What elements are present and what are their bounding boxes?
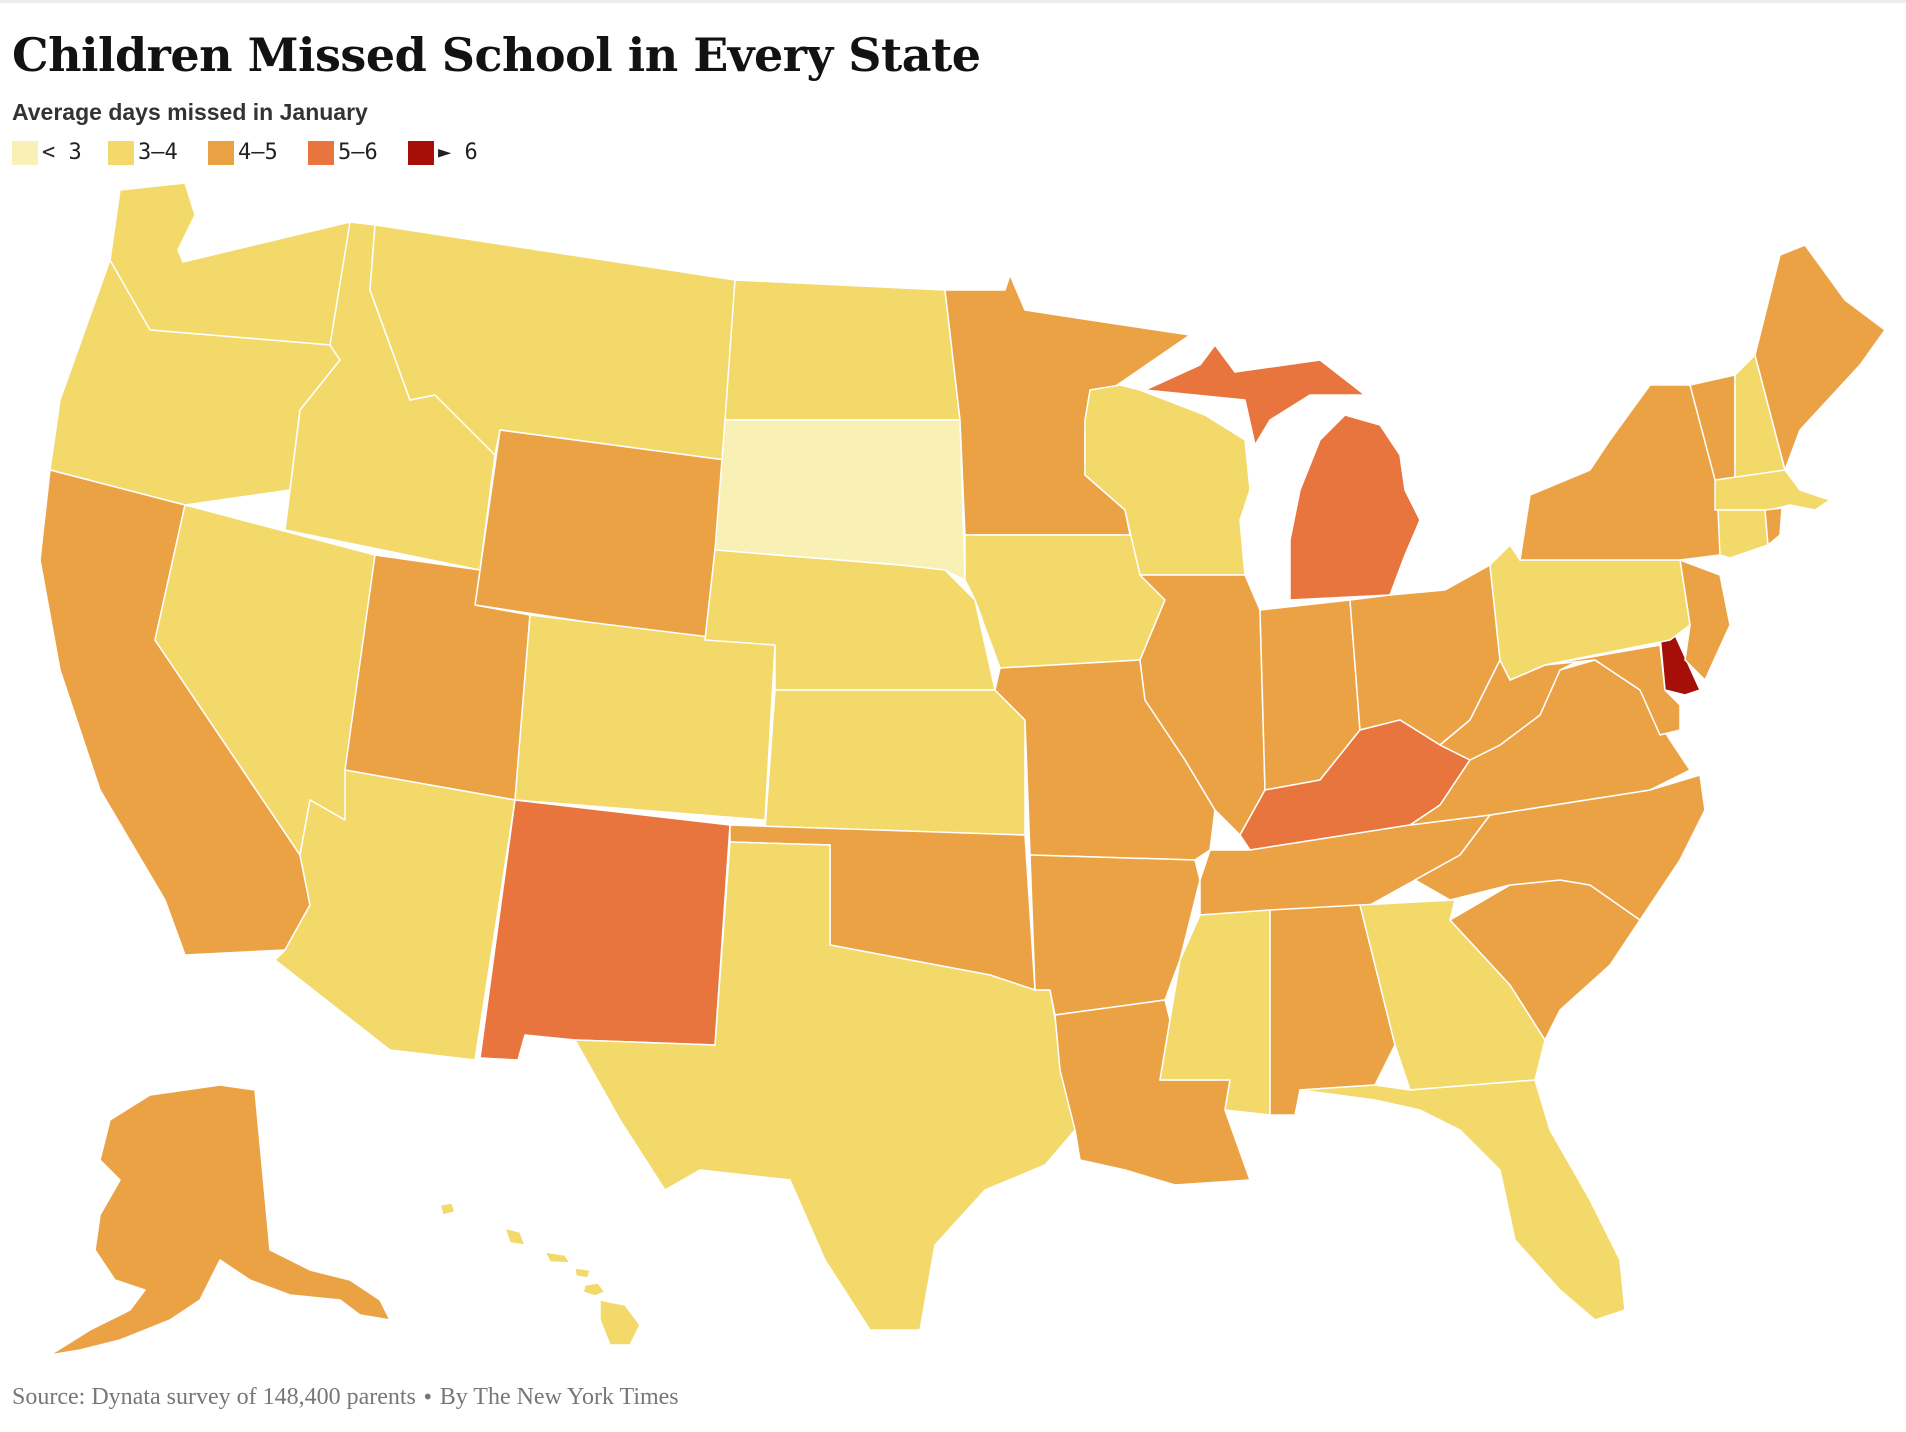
credit-text: By The New York Times: [439, 1384, 679, 1410]
legend-label-4-5: 4–5: [238, 140, 278, 165]
state-TX[interactable]: [574, 841, 1076, 1331]
state-HI[interactable]: [439, 1202, 641, 1346]
state-KS[interactable]: [764, 689, 1026, 836]
legend-label-gt6: ► 6: [438, 140, 478, 165]
state-ND[interactable]: [724, 279, 961, 421]
state-FL[interactable]: [1299, 1079, 1626, 1321]
state-RI[interactable]: [1764, 507, 1783, 546]
state-WI[interactable]: [1084, 384, 1251, 576]
state-NM[interactable]: [479, 799, 731, 1061]
state-ME[interactable]: [1754, 244, 1886, 471]
source-credit: Source: Dynata survey of 148,400 parents…: [12, 1384, 679, 1411]
legend-swatch-lt3: [12, 141, 38, 165]
state-CO[interactable]: [514, 614, 776, 821]
legend-swatch-4-5: [208, 141, 234, 165]
chart-title: Children Missed School in Every State: [12, 28, 981, 82]
legend-label-5-6: 5–6: [338, 140, 378, 165]
state-AK[interactable]: [49, 1084, 391, 1356]
source-separator: •: [421, 1385, 434, 1409]
source-text: Source: Dynata survey of 148,400 parents: [12, 1384, 416, 1410]
state-MI[interactable]: [1144, 344, 1421, 601]
state-IL[interactable]: [1139, 574, 1266, 836]
legend-swatch-5-6: [308, 141, 334, 165]
state-AZ[interactable]: [274, 769, 516, 1061]
legend-swatch-gt6: [408, 141, 434, 165]
state-CT[interactable]: [1717, 509, 1769, 559]
legend-label-3-4: 3–4: [138, 140, 178, 165]
legend-label-lt3: < 3: [42, 140, 82, 165]
map-svg: [39, 182, 1886, 1356]
legend-swatch-3-4: [108, 141, 134, 165]
state-WY[interactable]: [474, 429, 726, 641]
top-rule: [0, 0, 1906, 3]
state-MS[interactable]: [1159, 909, 1271, 1116]
us-choropleth-map: [0, 170, 1906, 1380]
state-PA[interactable]: [1489, 544, 1691, 681]
legend-title: Average days missed in January: [12, 99, 368, 125]
